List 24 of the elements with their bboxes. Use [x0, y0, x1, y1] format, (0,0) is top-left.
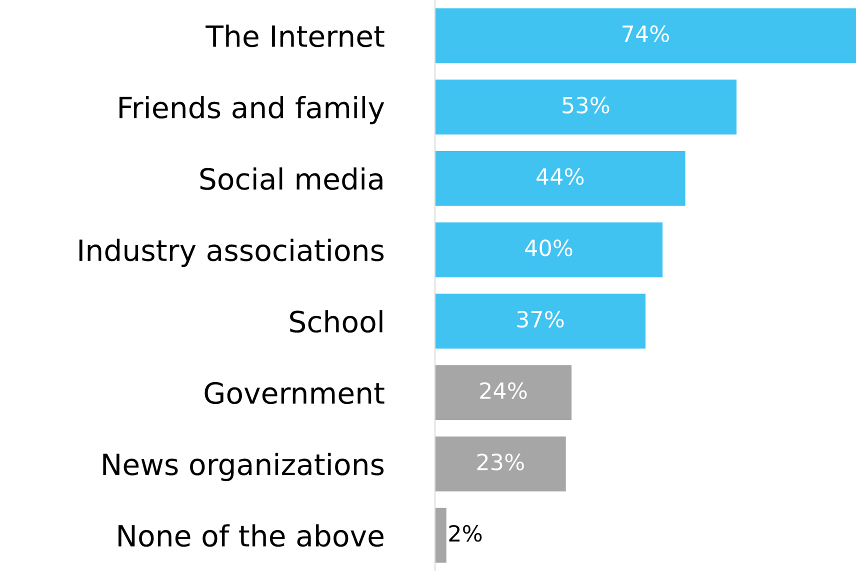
y-tick-label: News organizations [103, 452, 384, 482]
data-label: 24% [480, 382, 527, 400]
bar [435, 436, 566, 492]
y-tick-label: Social media [200, 167, 382, 190]
data-label: 53% [562, 96, 610, 114]
data-label: 2% [449, 524, 482, 542]
y-tick-label: The Internet [206, 24, 384, 48]
bar [435, 80, 737, 135]
y-tick-label: Friends and family [120, 96, 384, 124]
data-label: 40% [525, 239, 572, 256]
data-label: 37% [517, 310, 564, 328]
y-tick-label: Government [204, 382, 384, 404]
bar [435, 150, 686, 206]
y-tick-label: None of the above [118, 524, 384, 547]
data-label: 74% [622, 25, 669, 42]
bar [435, 294, 646, 349]
bar [435, 508, 446, 563]
y-tick-label: Industry associations [79, 238, 384, 267]
data-label: 23% [477, 454, 524, 470]
bar [435, 222, 663, 278]
bar [435, 8, 856, 64]
bar [435, 365, 572, 420]
y-tick-label: School [290, 310, 382, 333]
data-label: 44% [536, 168, 584, 185]
